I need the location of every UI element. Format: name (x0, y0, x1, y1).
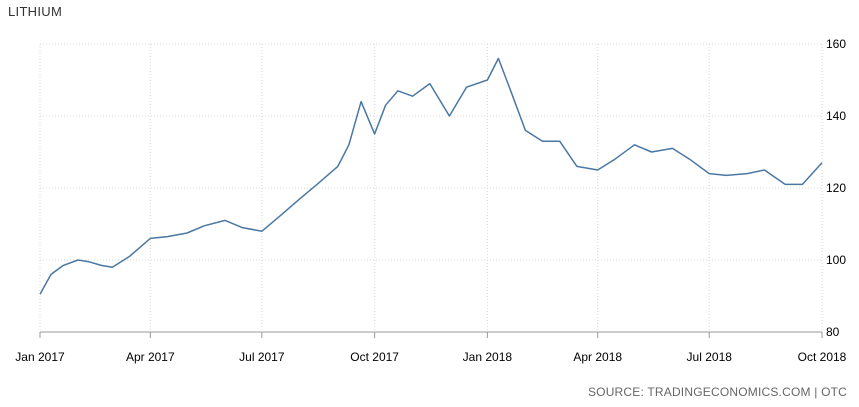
chart-grid (39, 43, 823, 333)
y-tick-labels: 80 100 120 140 160 (826, 37, 846, 339)
x-tick-label: Oct 2017 (350, 350, 399, 364)
x-tick-label: Oct 2018 (798, 350, 847, 364)
chart-title: LITHIUM (8, 4, 63, 19)
y-tick-label: 160 (826, 37, 846, 51)
chart-axis (39, 331, 823, 338)
x-tick-label: Jan 2018 (463, 350, 513, 364)
x-tick-label: Apr 2018 (573, 350, 622, 364)
x-tick-label: Jul 2018 (687, 350, 733, 364)
source-attribution: SOURCE: TRADINGECONOMICS.COM | OTC (587, 385, 847, 399)
chart-series (39, 57, 823, 295)
x-tick-label: Apr 2017 (126, 350, 175, 364)
y-tick-label: 80 (826, 325, 840, 339)
y-tick-label: 120 (826, 181, 846, 195)
x-tick-label: Jul 2017 (239, 350, 285, 364)
x-tick-labels: Jan 2017 Apr 2017 Jul 2017 Oct 2017 Jan 2018… (15, 350, 846, 364)
y-tick-label: 100 (826, 253, 846, 267)
y-tick-label: 140 (826, 109, 846, 123)
x-tick-label: Jan 2017 (15, 350, 65, 364)
series-line (39, 57, 823, 295)
